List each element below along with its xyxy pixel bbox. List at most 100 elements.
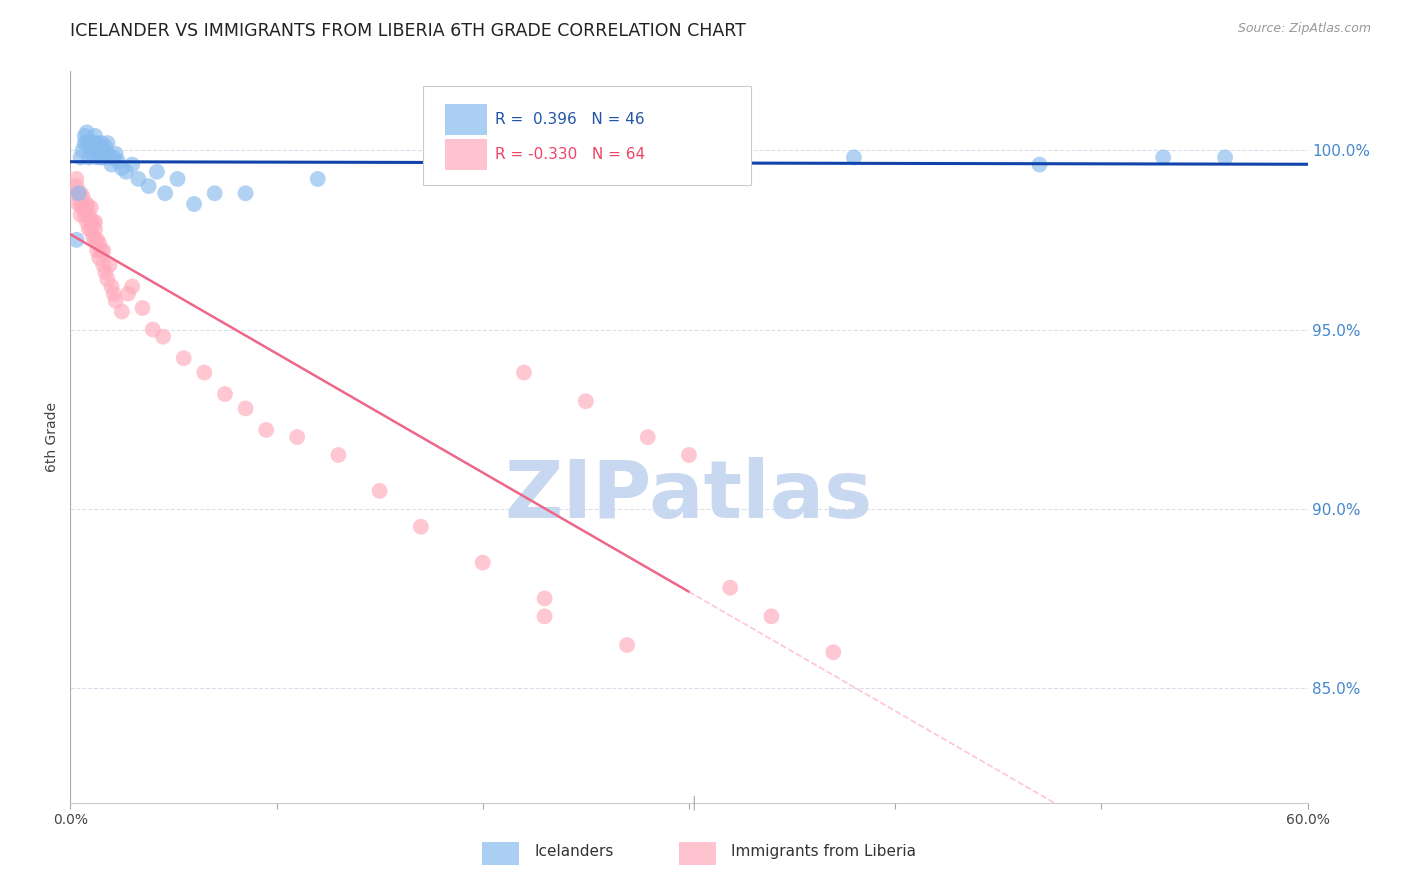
Point (761, 609, 783, 624)
Text: |: | (690, 796, 696, 810)
Point (637, 430, 659, 444)
Point (86, 233, 108, 247)
Point (89, 143, 111, 157)
Point (121, 279, 143, 293)
Point (69, 186, 91, 201)
Point (193, 366, 215, 380)
Point (100, 158, 122, 172)
Point (84, 215, 107, 229)
Point (77, 222, 100, 236)
Point (328, 448, 350, 462)
Point (235, 401, 257, 416)
Point (513, 366, 536, 380)
Point (235, 186, 257, 201)
Point (90, 244, 112, 258)
Point (111, 161, 134, 176)
Point (72, 143, 94, 157)
Point (117, 286, 139, 301)
Point (96, 136, 118, 150)
Point (152, 329, 174, 343)
Point (76, 136, 98, 150)
Point (77, 208, 100, 222)
Text: R = -0.330   N = 64: R = -0.330 N = 64 (495, 147, 645, 162)
Text: R =  0.396   N = 46: R = 0.396 N = 46 (495, 112, 644, 128)
Point (86, 136, 108, 150)
Point (67, 186, 90, 201)
Point (69, 197, 91, 211)
Point (121, 158, 143, 172)
FancyBboxPatch shape (423, 86, 751, 185)
Point (94, 265, 117, 279)
Point (104, 293, 127, 308)
Point (173, 351, 195, 366)
Point (103, 286, 125, 301)
Point (103, 150, 125, 164)
Point (82, 215, 104, 229)
Point (63, 186, 86, 201)
Point (1028, 158, 1050, 172)
Point (214, 387, 236, 401)
Point (254, 423, 277, 437)
FancyBboxPatch shape (446, 104, 488, 135)
Point (76, 215, 98, 229)
Point (82, 229, 104, 244)
Point (823, 645, 845, 659)
Point (84, 222, 107, 236)
Point (73, 136, 96, 150)
FancyBboxPatch shape (446, 139, 488, 170)
Point (80, 222, 103, 236)
Point (91, 143, 114, 157)
Point (91, 258, 114, 272)
Point (89, 236, 111, 251)
Point (91, 244, 114, 258)
Point (67, 186, 90, 201)
Point (575, 394, 598, 409)
Point (80, 201, 103, 215)
Point (718, 581, 741, 595)
Point (307, 172, 329, 186)
Point (183, 197, 205, 211)
Point (76, 197, 98, 211)
Point (65, 179, 87, 194)
Point (533, 591, 555, 606)
Point (98, 150, 121, 164)
Point (86, 150, 108, 164)
Point (65, 233, 87, 247)
Y-axis label: 6th Grade: 6th Grade (45, 402, 59, 472)
Text: Source: ZipAtlas.com: Source: ZipAtlas.com (1237, 22, 1371, 36)
Point (73, 208, 96, 222)
Point (100, 279, 122, 293)
Point (82, 146, 104, 161)
Point (94, 139, 117, 153)
Point (80, 143, 103, 157)
Point (153, 186, 176, 201)
Point (104, 146, 127, 161)
Point (111, 304, 134, 318)
Point (89, 251, 111, 265)
Point (86, 244, 108, 258)
Point (471, 556, 494, 570)
Point (80, 215, 103, 229)
Point (166, 172, 188, 186)
Point (69, 208, 91, 222)
Point (76, 125, 98, 139)
Point (77, 150, 100, 164)
Text: ZIPatlas: ZIPatlas (505, 457, 873, 534)
Point (115, 165, 138, 179)
Point (204, 186, 226, 201)
Point (107, 153, 129, 168)
Point (65, 172, 87, 186)
Point (131, 301, 153, 315)
Point (90, 150, 112, 164)
Point (533, 609, 555, 624)
Point (76, 201, 98, 215)
Point (67, 197, 90, 211)
Point (84, 136, 107, 150)
Point (142, 322, 165, 336)
Point (127, 172, 149, 186)
Point (1152, 150, 1174, 164)
Point (90, 136, 112, 150)
Point (138, 179, 160, 194)
Point (842, 150, 865, 164)
Point (73, 201, 96, 215)
